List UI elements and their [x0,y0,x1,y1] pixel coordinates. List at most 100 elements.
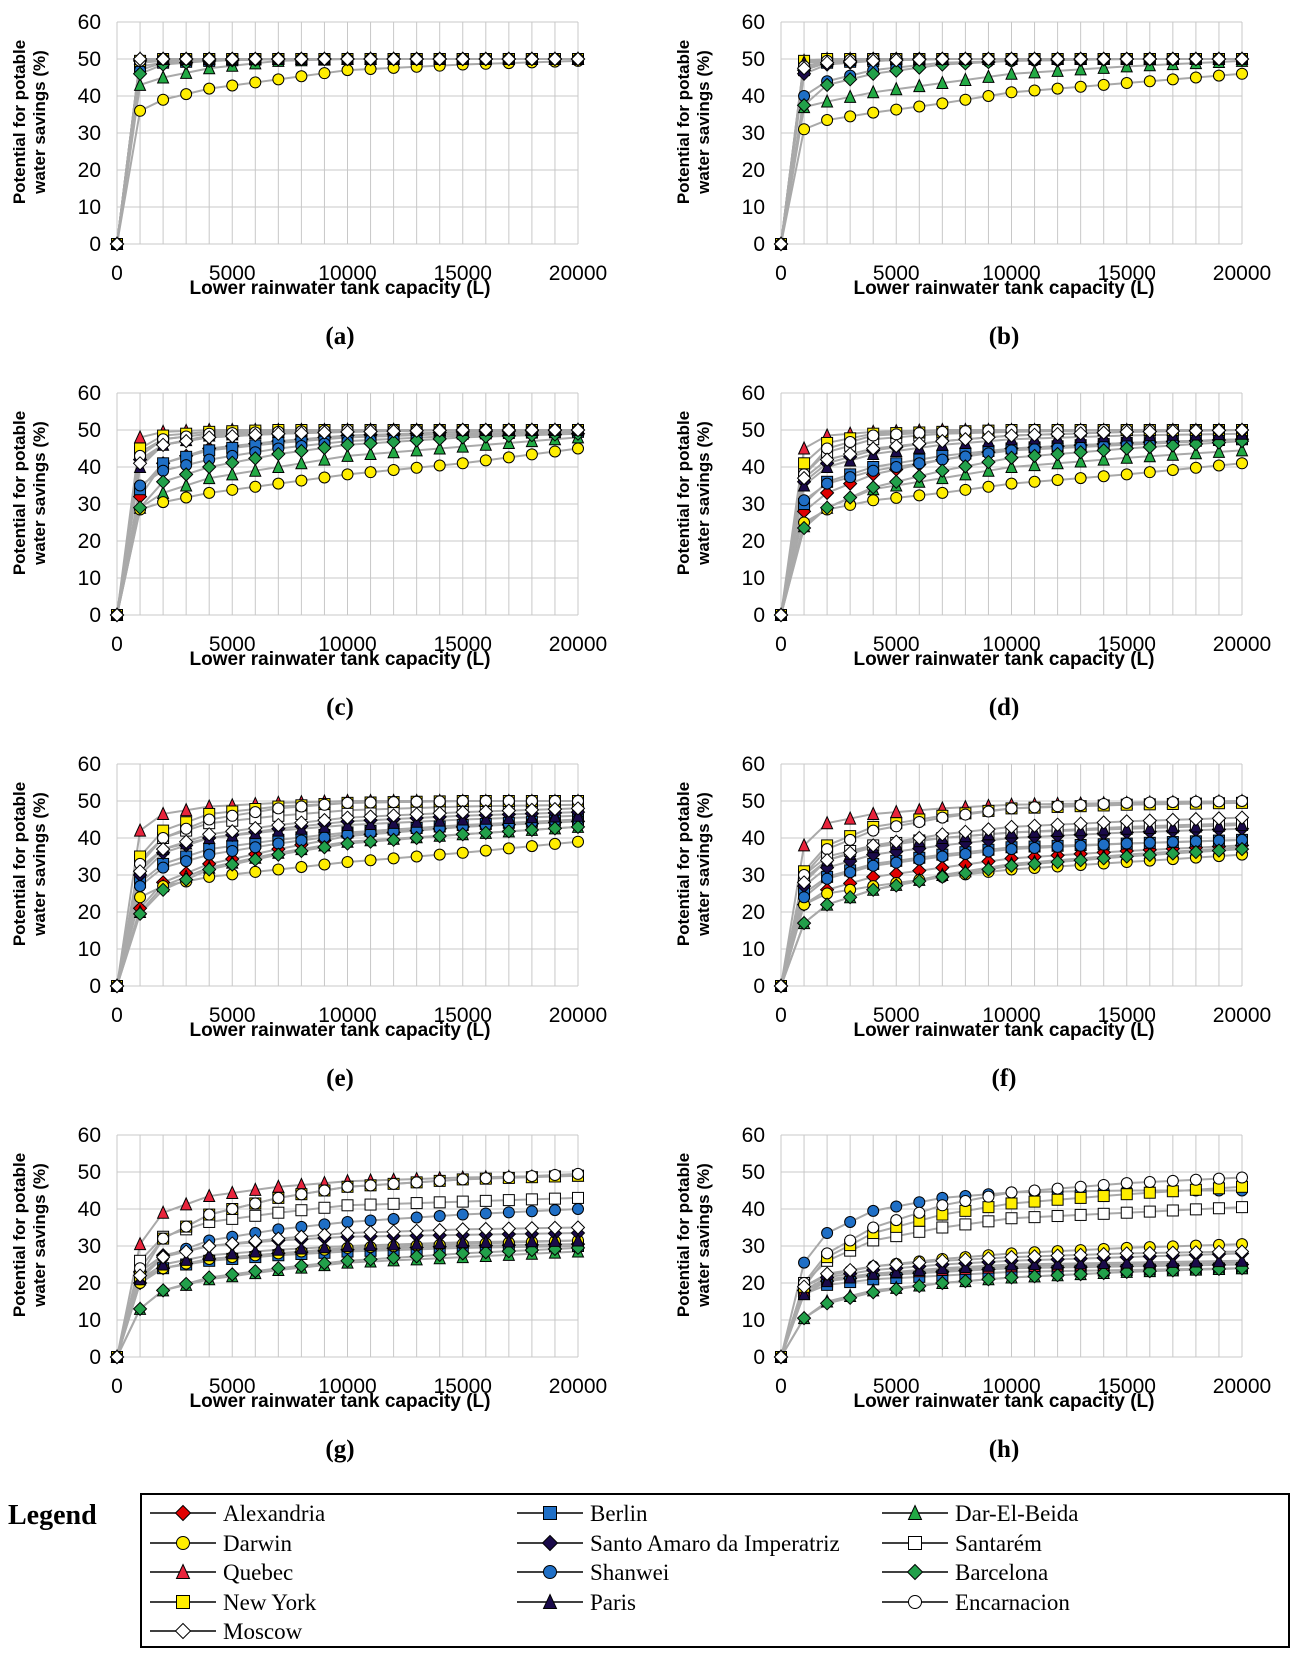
data-point [410,1236,423,1250]
data-point [842,72,858,87]
data-point [1188,436,1204,452]
data-point [571,1232,585,1247]
data-point [155,474,171,490]
data-point [890,856,903,869]
data-point [341,796,354,809]
data-point [570,51,586,67]
data-point [225,857,240,872]
data-point [478,422,494,438]
data-point [1142,424,1158,439]
data-point [340,836,355,851]
chart-panel: 0 10 20 30 40 50 60 0 5000 10000 15000 20000 Potenti… [0,371,640,743]
data-point [865,66,881,82]
data-point [432,423,447,438]
data-point [1189,445,1203,460]
data-point [1212,1172,1225,1185]
x-tick-label: 15000 [1098,633,1156,656]
data-point [410,1197,423,1210]
data-point [958,1252,973,1267]
data-point [1096,1265,1111,1281]
data-point [387,1212,400,1225]
data-point [982,462,995,477]
data-point [1120,468,1133,481]
legend-marker [543,1565,557,1579]
data-point [479,454,492,467]
data-point [178,834,194,849]
data-point [1073,1266,1088,1282]
data-point [1096,851,1111,866]
data-point [1097,470,1110,483]
y-tick-label: 50 [78,790,101,813]
data-point [410,850,423,863]
data-point [294,51,309,67]
y-tick-label: 30 [78,122,101,145]
data-point [1119,441,1134,456]
data-point [432,828,447,844]
data-point [842,1290,858,1306]
data-point [364,1214,377,1227]
data-point [865,441,881,456]
data-point [958,824,973,840]
data-point [1096,425,1111,440]
data-point [295,474,308,487]
data-point [341,1180,354,1193]
data-point [386,832,401,848]
y-axis-title: Potential for potable water savings (%) [10,781,49,947]
data-point [1236,457,1248,470]
y-axis-title: Potential for potable water savings (%) [674,39,713,205]
data-point [866,84,880,99]
data-point [1120,77,1133,90]
data-point [1051,63,1064,77]
data-point [248,51,263,67]
data-point [248,451,263,466]
data-point [1028,64,1041,79]
data-point [410,442,423,457]
data-point [1027,818,1042,833]
data-point [318,451,331,466]
data-point [363,424,378,439]
data-point [456,1173,469,1186]
data-point [1050,51,1065,67]
data-point [502,451,515,464]
y-tick-label: 20 [742,530,765,553]
data-point [203,486,216,499]
data-point [572,835,584,848]
data-point [502,1171,515,1184]
data-point [202,470,216,485]
data-point [456,457,469,470]
data-point [959,1204,972,1217]
data-point [1120,1177,1133,1190]
data-point [501,803,517,818]
data-point [570,819,586,835]
data-point [249,1182,262,1196]
data-point [1119,1246,1134,1261]
data-point [1096,1246,1111,1262]
data-point [913,1225,926,1238]
data-point [387,852,400,865]
data-point [456,1195,469,1208]
y-tick-label: 10 [742,196,765,219]
data-point [478,1221,494,1237]
data-point [1166,1174,1179,1187]
data-point [1074,472,1087,485]
y-tick-label: 0 [89,975,101,998]
data-point [796,1279,812,1294]
data-point [364,1198,377,1211]
data-point [226,483,239,496]
x-tick-label: 15000 [1098,262,1156,285]
data-point [1073,816,1088,831]
data-point [547,1220,563,1236]
data-point [432,806,447,821]
data-point [912,52,927,67]
x-tick-label: 20000 [1213,633,1271,656]
data-point [201,827,217,842]
data-point [226,1203,239,1215]
series-markers [110,429,585,621]
data-point [364,854,377,867]
data-point [1120,837,1133,850]
data-point [132,1268,148,1283]
data-point [226,79,239,92]
data-point [386,423,401,439]
data-point [572,1191,584,1204]
y-tick-label: 50 [742,1161,765,1184]
